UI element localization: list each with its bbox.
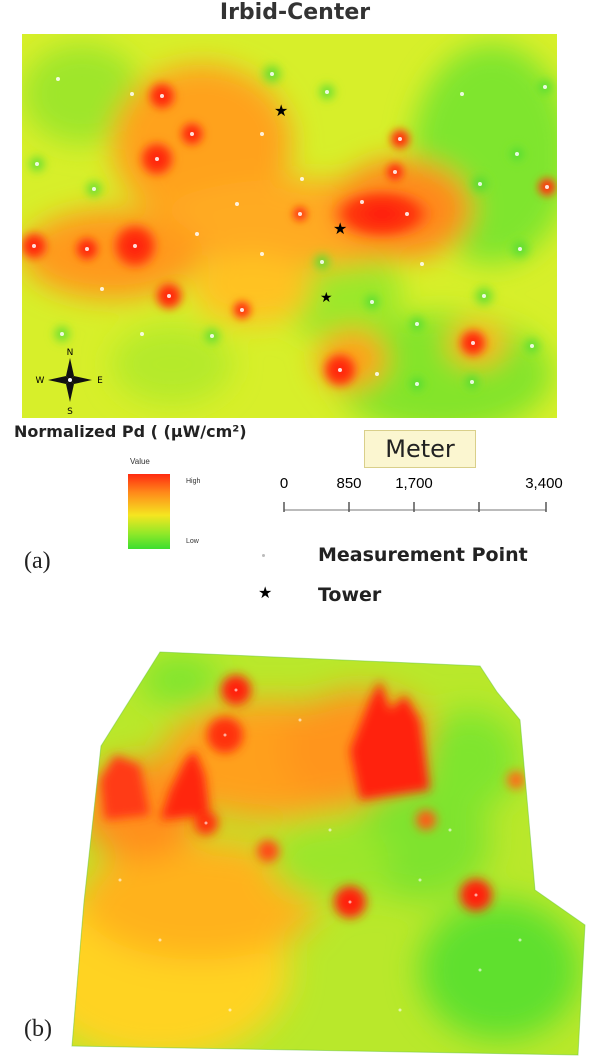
- panel-a-label: (a): [24, 548, 51, 574]
- compass-s: S: [67, 407, 73, 417]
- panel-b-label: (b): [24, 1016, 52, 1042]
- legend-value-title: Value: [130, 457, 150, 466]
- heatmap-3d-surface: [71, 651, 586, 1056]
- heatmap-2d: ★ ★ ★ N S E W: [22, 34, 557, 418]
- compass-w: W: [36, 376, 45, 386]
- quantity-label: Normalized Pd ( (μW/cm²): [14, 422, 247, 441]
- scale-tick-label: 1,700: [395, 475, 433, 492]
- scale-tick-label: 850: [336, 475, 361, 492]
- legend-low-label: Low: [186, 538, 199, 545]
- compass-n: N: [67, 348, 74, 358]
- color-ramp: [128, 474, 170, 549]
- scale-unit-label: Meter: [364, 430, 476, 468]
- tower-star-icon: ★: [333, 219, 347, 238]
- map-title: Irbid-Center: [219, 0, 371, 25]
- legend-tower-label: Tower: [318, 584, 382, 606]
- tower-markers: ★ ★ ★: [274, 101, 347, 306]
- scale-tick-label: 0: [280, 475, 288, 492]
- legend-measurement-label: Measurement Point: [318, 544, 528, 566]
- star-icon: ★: [258, 585, 273, 602]
- compass-rose-icon: N S E W: [36, 348, 104, 417]
- tower-star-icon: ★: [320, 290, 333, 306]
- scale-bar: 0 850 1,700 3,400: [280, 475, 563, 512]
- compass-e: E: [97, 376, 103, 386]
- dot-icon: [262, 554, 265, 557]
- legend-high-label: High: [186, 478, 201, 485]
- tower-star-icon: ★: [274, 101, 288, 120]
- scale-tick-label: 3,400: [525, 475, 563, 492]
